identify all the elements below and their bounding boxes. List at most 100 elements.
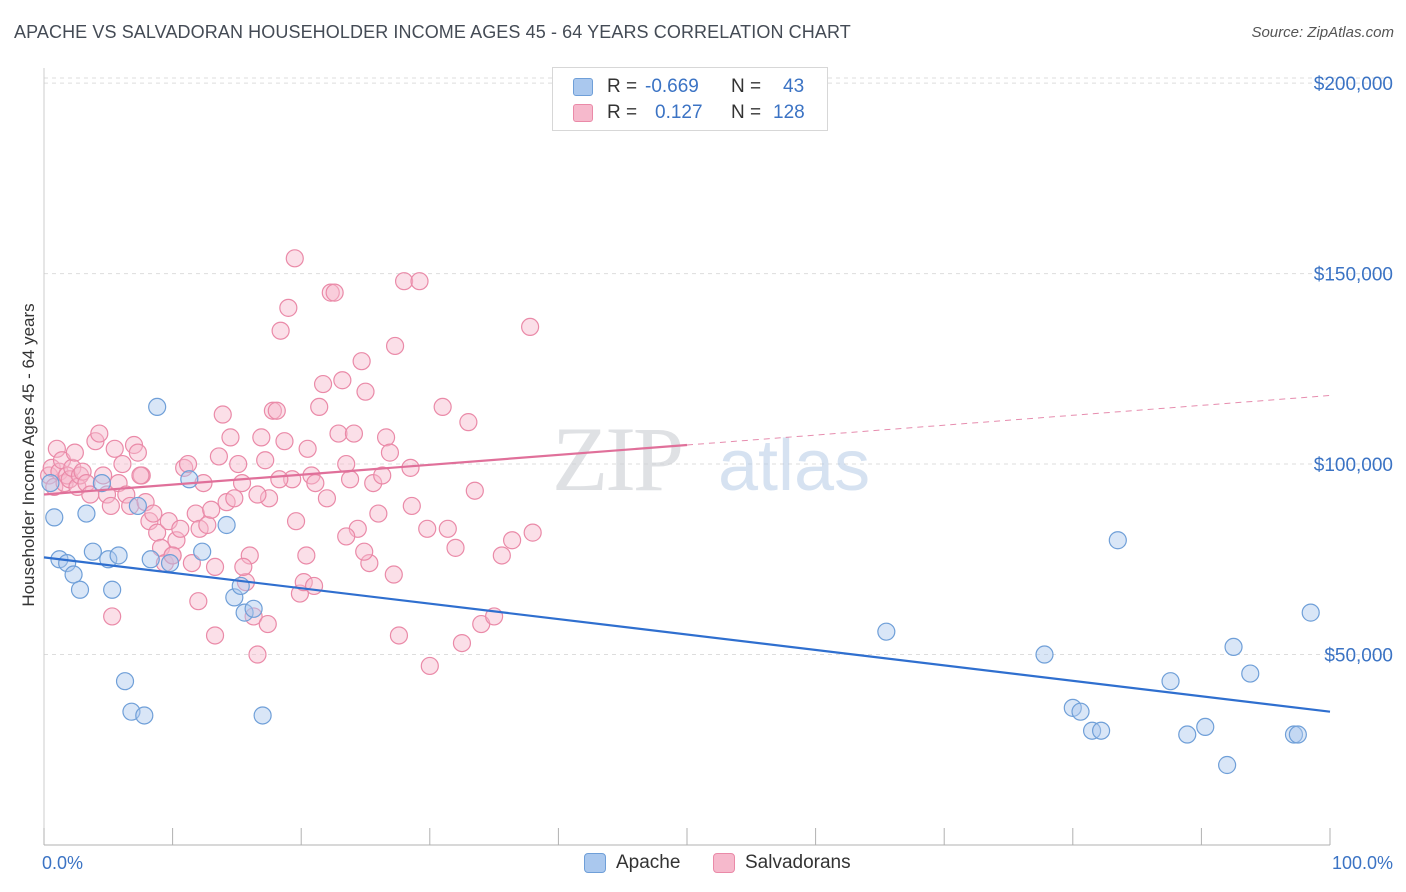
salvadorans-point bbox=[167, 531, 186, 550]
salvadorans-point bbox=[304, 576, 324, 596]
salvadorans-point bbox=[420, 656, 439, 676]
x-tick-label-min: 0.0% bbox=[42, 853, 83, 873]
salvadorans-point bbox=[459, 413, 478, 432]
salvadorans-point bbox=[313, 374, 333, 394]
apache-point bbox=[92, 473, 111, 493]
salvadorans-point bbox=[317, 489, 337, 508]
salvadorans-point bbox=[465, 481, 484, 500]
salvadorans-point bbox=[369, 504, 388, 523]
apache-point bbox=[1218, 755, 1237, 775]
apache-point bbox=[1196, 717, 1215, 737]
apache-n-label: N = bbox=[731, 76, 762, 97]
apache-point bbox=[64, 565, 83, 584]
salvadorans-point bbox=[229, 454, 248, 474]
salvadorans-point bbox=[244, 607, 263, 626]
salvadorans-point bbox=[213, 405, 232, 424]
salvadorans-point bbox=[279, 298, 298, 317]
correlation-legend: R = -0.669 N = 43 R = 0.127 N = 128 bbox=[552, 67, 828, 131]
salvadorans-point bbox=[263, 401, 283, 420]
y-tick-label: $150,000 bbox=[1314, 265, 1393, 286]
salvadorans-point bbox=[310, 397, 329, 417]
apache-point bbox=[1035, 645, 1054, 664]
salvadorans-point bbox=[182, 553, 201, 573]
salvadorans-point bbox=[306, 473, 325, 493]
salvadorans-point bbox=[270, 470, 289, 489]
salvadorans-point bbox=[492, 546, 511, 565]
apache-point bbox=[193, 542, 212, 561]
apache-point bbox=[1071, 702, 1090, 721]
salvadorans-point bbox=[202, 500, 221, 519]
bottom-apache-swatch bbox=[584, 853, 606, 873]
apache-r-value: -0.669 bbox=[645, 76, 699, 97]
salvadorans-point bbox=[65, 443, 84, 462]
bottom-salvadorans-swatch bbox=[713, 853, 735, 873]
apache-point bbox=[1108, 531, 1127, 550]
salvadorans-point bbox=[433, 397, 452, 417]
salvadorans-point bbox=[294, 573, 313, 592]
bottom-apache-label: Apache bbox=[616, 852, 681, 873]
salvadorans-point bbox=[376, 428, 396, 447]
salvadorans-r-value: 0.127 bbox=[655, 102, 703, 123]
salvadorans-point bbox=[446, 538, 465, 557]
salvadorans-n-label: N = bbox=[731, 102, 762, 123]
salvadorans-point bbox=[275, 432, 294, 451]
apache-point bbox=[135, 706, 154, 725]
apache-point bbox=[77, 504, 96, 523]
salvadorans-point bbox=[340, 470, 360, 489]
apache-point bbox=[109, 546, 128, 565]
apache-point bbox=[160, 553, 180, 573]
salvadorans-points bbox=[40, 249, 542, 676]
salvadorans-point bbox=[117, 485, 136, 504]
salvadorans-point bbox=[198, 515, 217, 535]
salvadorans-point bbox=[234, 557, 253, 577]
y-tick-labels: $50,000 $100,000 $150,000 $200,000 bbox=[1314, 74, 1393, 666]
salvadorans-point bbox=[394, 272, 414, 291]
apache-trend-line bbox=[43, 556, 1331, 713]
apache-point bbox=[141, 550, 160, 569]
y-tick-label: $50,000 bbox=[1324, 646, 1393, 667]
salvadorans-point bbox=[402, 496, 421, 516]
y-tick-label: $100,000 bbox=[1314, 455, 1393, 476]
salvadorans-point bbox=[389, 626, 409, 645]
salvadorans-point bbox=[47, 439, 66, 458]
apache-point bbox=[41, 473, 60, 493]
apache-point bbox=[83, 542, 102, 561]
salvadorans-point bbox=[128, 443, 147, 462]
bottom-legend-salvadorans: Salvadorans bbox=[713, 852, 851, 874]
salvadorans-point bbox=[225, 489, 244, 508]
salvadorans-point bbox=[248, 645, 267, 664]
apache-point bbox=[180, 470, 199, 489]
salvadorans-point bbox=[258, 614, 277, 634]
salvadorans-point bbox=[252, 428, 271, 447]
salvadorans-point bbox=[148, 523, 167, 542]
legend-row-apache: R = -0.669 N = 43 bbox=[573, 75, 804, 99]
salvadorans-point bbox=[385, 336, 405, 356]
salvadorans-point bbox=[355, 542, 374, 561]
salvadorans-n-value: 128 bbox=[773, 102, 805, 123]
salvadorans-point bbox=[105, 439, 124, 458]
salvadorans-point bbox=[521, 317, 540, 337]
salvadorans-point bbox=[90, 424, 109, 443]
salvadorans-point bbox=[380, 443, 400, 462]
salvadorans-point bbox=[337, 527, 356, 546]
apache-point bbox=[103, 580, 122, 599]
apache-point bbox=[1241, 664, 1260, 683]
watermark-atlas: atlas bbox=[718, 426, 870, 506]
apache-point bbox=[45, 508, 64, 527]
salvadorans-r-label: R = bbox=[607, 102, 638, 123]
salvadorans-point bbox=[144, 504, 163, 523]
salvadorans-point bbox=[329, 424, 348, 443]
apache-point bbox=[1284, 725, 1304, 744]
salvadorans-point bbox=[356, 382, 375, 401]
salvadorans-point bbox=[101, 496, 120, 516]
salvadorans-point bbox=[418, 519, 437, 538]
salvadorans-point bbox=[178, 454, 198, 474]
apache-point bbox=[1301, 603, 1320, 622]
salvadorans-point bbox=[94, 466, 113, 485]
bottom-salvadorans-label: Salvadorans bbox=[745, 852, 851, 873]
apache-point bbox=[244, 599, 263, 618]
salvadorans-point bbox=[438, 519, 457, 538]
salvadorans-point bbox=[240, 546, 259, 565]
apache-point bbox=[1161, 672, 1180, 691]
salvadorans-point bbox=[285, 249, 304, 268]
